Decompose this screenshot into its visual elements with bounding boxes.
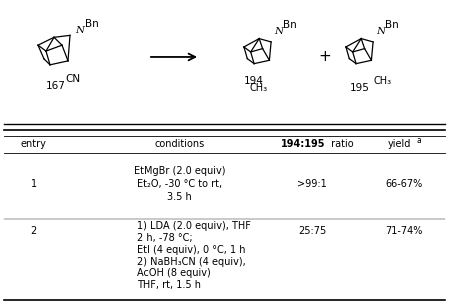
Text: EtMgBr (2.0 equiv): EtMgBr (2.0 equiv) xyxy=(134,166,225,176)
Text: +: + xyxy=(319,50,331,64)
Text: 195: 195 xyxy=(350,83,370,93)
Text: Bn: Bn xyxy=(85,19,99,29)
Text: 71-74%: 71-74% xyxy=(385,226,423,236)
Text: 3.5 h: 3.5 h xyxy=(167,192,192,202)
Text: CH₃: CH₃ xyxy=(374,75,392,85)
Text: 194:195: 194:195 xyxy=(281,139,326,149)
Text: ratio: ratio xyxy=(328,139,353,149)
Text: AcOH (8 equiv): AcOH (8 equiv) xyxy=(137,268,211,278)
Text: N: N xyxy=(274,27,283,36)
Text: entry: entry xyxy=(21,139,47,149)
Text: CN: CN xyxy=(65,74,80,84)
Text: Bn: Bn xyxy=(283,19,297,29)
Text: yield: yield xyxy=(388,139,411,149)
Text: 66-67%: 66-67% xyxy=(386,179,423,189)
Text: EtI (4 equiv), 0 °C, 1 h: EtI (4 equiv), 0 °C, 1 h xyxy=(137,244,246,254)
Text: 1) LDA (2.0 equiv), THF: 1) LDA (2.0 equiv), THF xyxy=(137,220,251,230)
Text: 1: 1 xyxy=(31,179,37,189)
Text: a: a xyxy=(417,136,422,145)
Text: conditions: conditions xyxy=(154,139,205,149)
Text: 167: 167 xyxy=(46,81,66,92)
Text: Bn: Bn xyxy=(385,19,399,29)
Text: N: N xyxy=(376,27,385,36)
Text: 2 h, -78 °C;: 2 h, -78 °C; xyxy=(137,233,193,243)
Text: 2: 2 xyxy=(31,226,37,236)
Text: CH₃: CH₃ xyxy=(250,83,268,93)
Text: Et₂O, -30 °C to rt,: Et₂O, -30 °C to rt, xyxy=(137,179,222,189)
Text: 25:75: 25:75 xyxy=(298,226,326,236)
Text: THF, rt, 1.5 h: THF, rt, 1.5 h xyxy=(137,281,201,291)
Text: >99:1: >99:1 xyxy=(297,179,327,189)
Text: N: N xyxy=(75,26,84,35)
Text: 194: 194 xyxy=(244,75,264,85)
Text: 2) NaBH₃CN (4 equiv),: 2) NaBH₃CN (4 equiv), xyxy=(137,257,246,267)
